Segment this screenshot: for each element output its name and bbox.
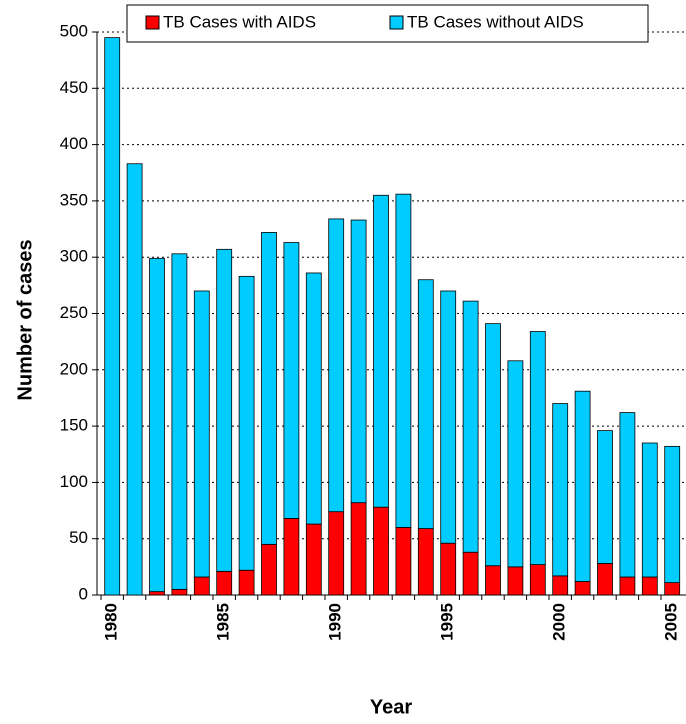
bar xyxy=(417,279,434,529)
y-tick-label: 450 xyxy=(60,78,88,97)
y-axis-title: Number of cases xyxy=(14,239,36,400)
y-tick-label: 400 xyxy=(60,134,88,153)
bar xyxy=(574,390,591,582)
y-tick-label: 50 xyxy=(69,528,88,547)
bar xyxy=(261,232,277,545)
bar xyxy=(619,576,636,596)
bar xyxy=(193,576,210,596)
bar xyxy=(552,403,569,577)
bar xyxy=(507,360,524,568)
legend-swatch xyxy=(145,15,160,30)
x-axis-title: Year xyxy=(370,696,412,718)
bar xyxy=(529,331,546,565)
bar xyxy=(597,563,613,596)
bar xyxy=(350,502,367,596)
x-tick-label: 2005 xyxy=(662,603,681,641)
bar xyxy=(664,582,681,596)
y-tick-label: 0 xyxy=(79,584,88,603)
bar xyxy=(193,290,210,578)
bar xyxy=(395,527,412,596)
legend-label: TB Cases with AIDS xyxy=(163,12,316,31)
y-tick-label: 300 xyxy=(60,247,88,266)
bar xyxy=(261,543,277,596)
bar xyxy=(373,506,389,596)
bar xyxy=(417,528,434,596)
y-tick-label: 350 xyxy=(60,190,88,209)
bar xyxy=(619,412,636,578)
bar xyxy=(171,253,188,590)
bar xyxy=(462,551,479,596)
y-tick-label: 250 xyxy=(60,303,88,322)
bar xyxy=(305,272,322,525)
bar xyxy=(574,581,591,596)
legend-label: TB Cases without AIDS xyxy=(407,12,584,31)
bar xyxy=(328,511,345,596)
bar xyxy=(238,569,255,596)
y-tick-label: 200 xyxy=(60,359,88,378)
bar xyxy=(305,523,322,596)
bar xyxy=(328,218,345,513)
bar xyxy=(283,242,300,519)
bar xyxy=(104,37,121,596)
bar xyxy=(350,219,367,504)
bar xyxy=(126,163,143,596)
bar xyxy=(529,564,546,596)
bar xyxy=(283,518,300,596)
bar xyxy=(507,566,524,596)
y-tick-label: 150 xyxy=(60,416,88,435)
bar xyxy=(597,430,613,564)
bar xyxy=(238,275,255,571)
bar xyxy=(373,194,389,508)
bar xyxy=(462,300,479,553)
bar xyxy=(440,542,457,596)
bar xyxy=(149,257,165,593)
bar xyxy=(440,290,457,544)
bar xyxy=(216,248,233,572)
legend-swatch xyxy=(389,15,404,30)
y-tick-label: 500 xyxy=(60,21,88,40)
legend-box xyxy=(126,4,649,43)
bar xyxy=(171,588,188,596)
bar xyxy=(641,442,658,578)
y-tick-label: 100 xyxy=(60,472,88,491)
bar xyxy=(664,445,681,584)
x-tick-label: 1980 xyxy=(102,603,121,641)
x-tick-label: 2000 xyxy=(550,603,569,641)
legend: TB Cases with AIDS TB Cases without AIDS xyxy=(126,4,649,43)
bar xyxy=(641,576,658,596)
bar xyxy=(395,193,412,528)
x-tick-label: 1985 xyxy=(214,603,233,641)
bar xyxy=(485,323,501,567)
bar xyxy=(216,570,233,596)
bar xyxy=(485,565,501,596)
x-tick-label: 1995 xyxy=(438,603,457,641)
bar xyxy=(149,591,165,596)
bar xyxy=(552,575,569,596)
x-tick-label: 1990 xyxy=(326,603,345,641)
